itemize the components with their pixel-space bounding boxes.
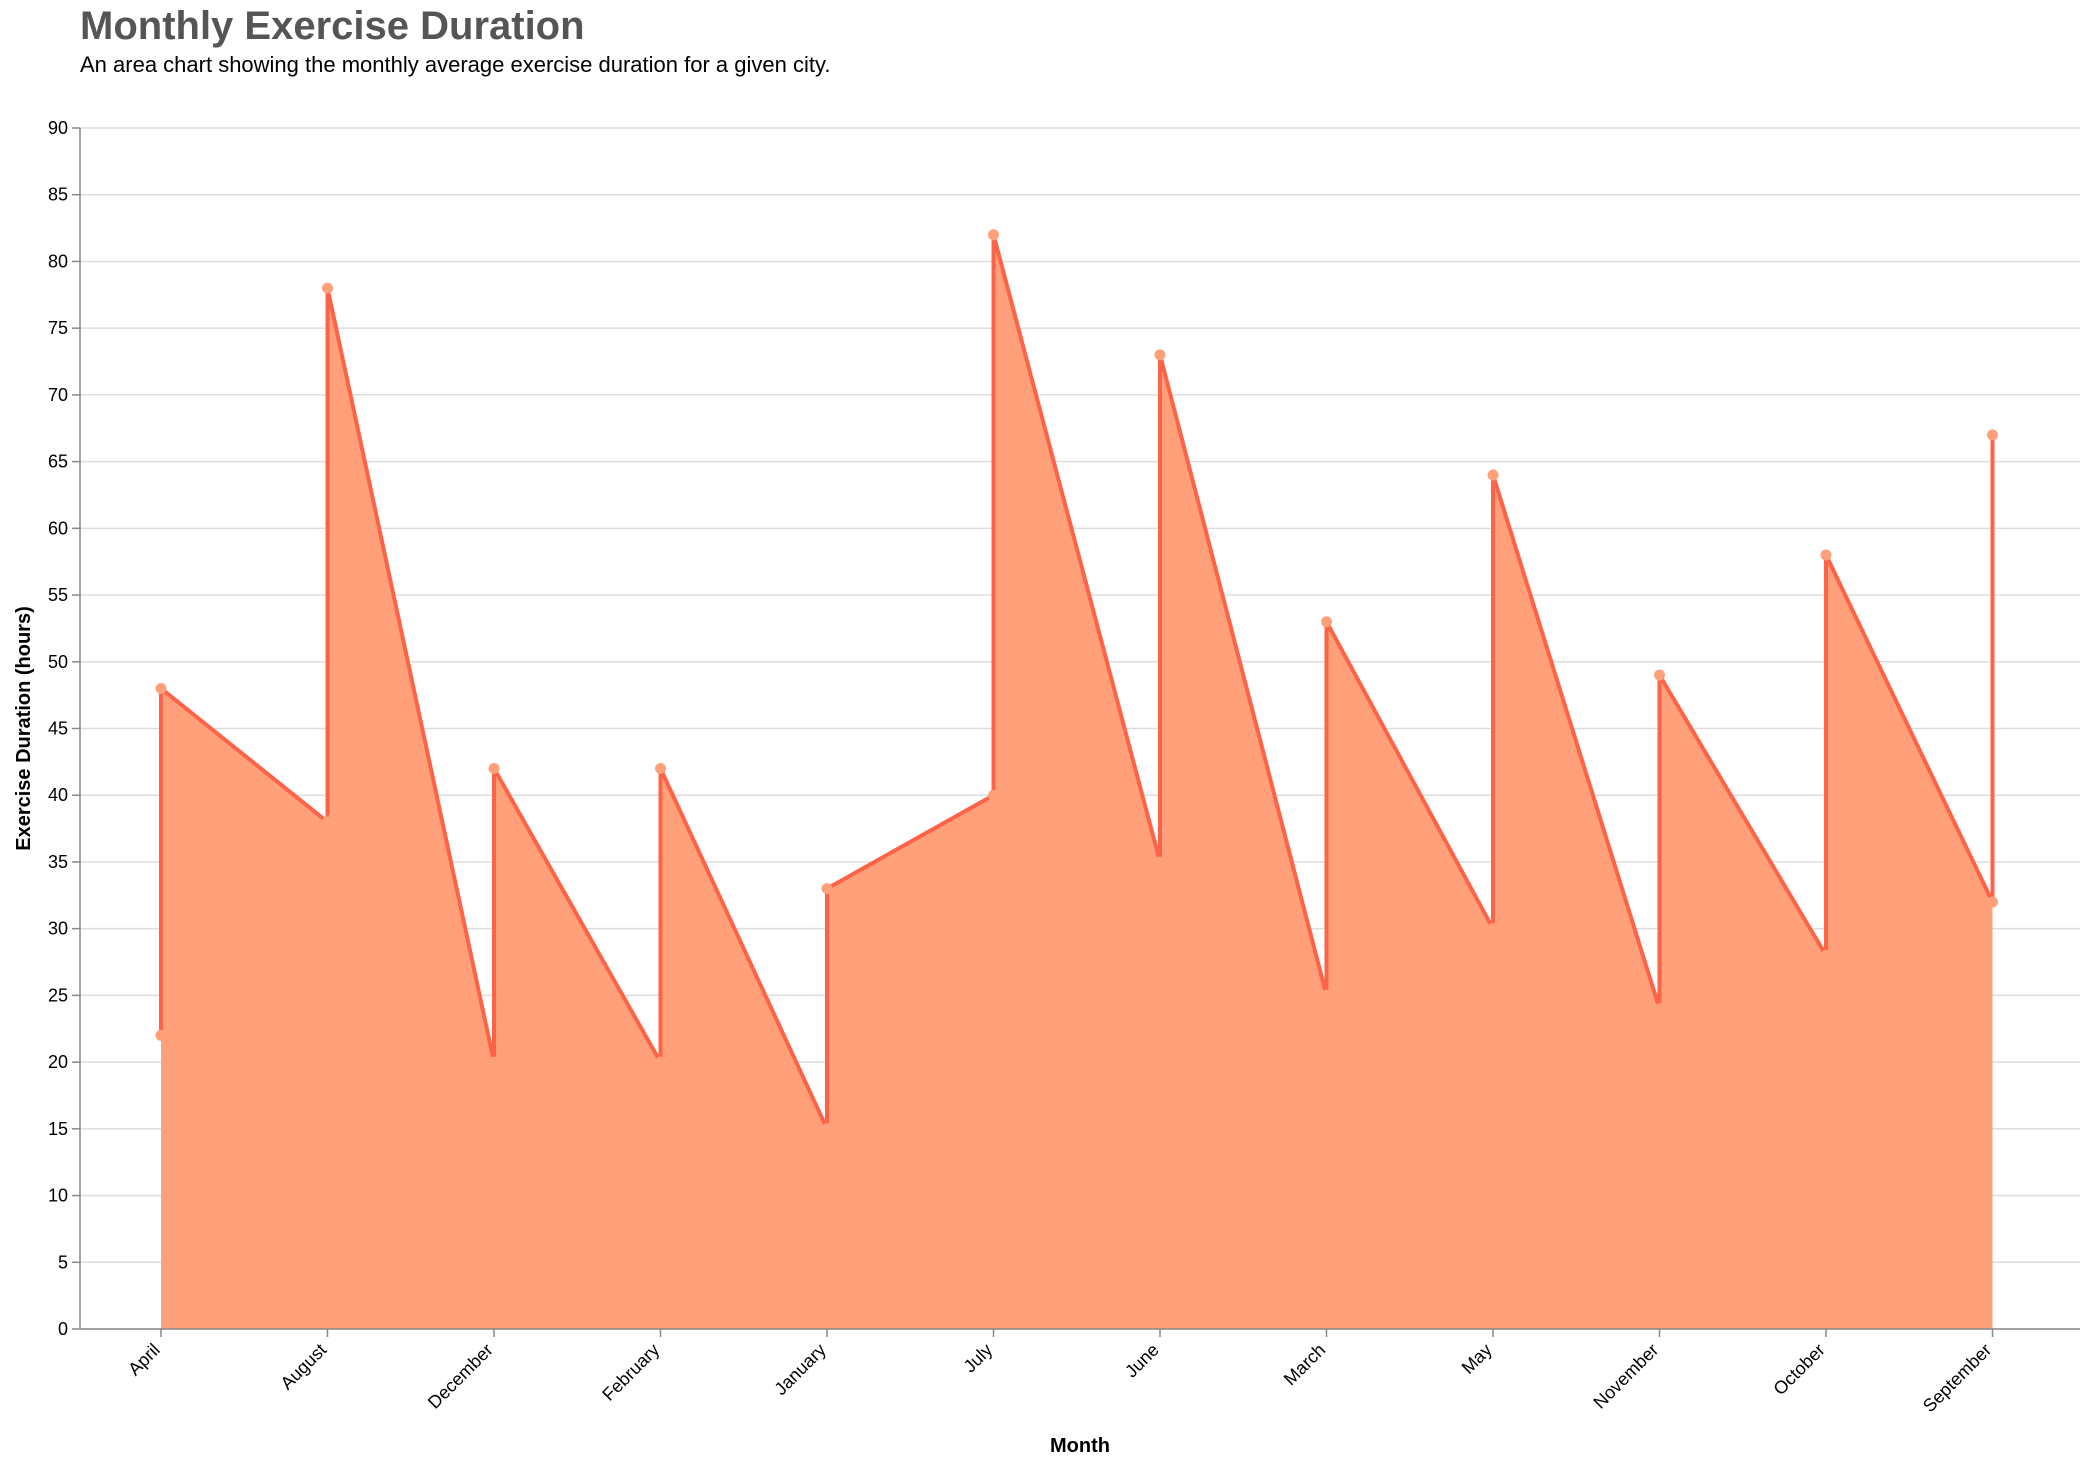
area-segment [993, 234, 1160, 1329]
y-tick-label: 60 [48, 518, 68, 538]
y-tick-label: 5 [58, 1252, 68, 1272]
data-point[interactable] [322, 282, 333, 294]
data-point[interactable] [1820, 549, 1832, 561]
x-axis-title: Month [1050, 1435, 1110, 1457]
y-tick-label: 0 [58, 1319, 68, 1339]
data-point[interactable] [488, 763, 500, 775]
data-point[interactable] [1154, 856, 1166, 868]
x-tick-label: December [424, 1340, 497, 1413]
y-tick-label: 50 [48, 652, 68, 672]
data-point[interactable] [821, 883, 833, 895]
y-tick-label: 80 [48, 251, 68, 271]
area-series [161, 234, 1993, 1330]
area-segment [1326, 621, 1493, 1329]
x-tick-label: November [1589, 1340, 1662, 1413]
y-tick-label: 70 [48, 385, 68, 405]
data-point[interactable] [988, 229, 999, 241]
area-segment [494, 768, 661, 1329]
data-point[interactable] [1820, 949, 1832, 961]
area-segment [660, 768, 827, 1329]
x-tick-label: June [1121, 1340, 1163, 1382]
y-tick-label: 90 [48, 118, 68, 138]
y-tick-label: 45 [48, 719, 68, 739]
x-tick-label: April [124, 1340, 164, 1380]
x-tick-label: July [960, 1340, 997, 1377]
area-segment [1659, 675, 1826, 1329]
data-points [155, 229, 1998, 1135]
x-tick-label: September [1919, 1340, 1995, 1416]
data-point[interactable] [1321, 989, 1332, 1001]
data-point[interactable] [155, 682, 167, 694]
area-segment [827, 795, 994, 1329]
data-point[interactable] [1654, 669, 1665, 681]
x-tick-label: February [598, 1340, 663, 1405]
area-segment [1826, 555, 1993, 1329]
y-tick-label: 85 [48, 185, 68, 205]
data-point[interactable] [1487, 923, 1499, 935]
y-tick-label: 65 [48, 452, 68, 472]
data-point[interactable] [1654, 1003, 1665, 1015]
data-point[interactable] [1987, 896, 1998, 908]
area-segment [1493, 474, 1660, 1329]
data-point[interactable] [655, 763, 666, 775]
data-point[interactable] [155, 1029, 167, 1041]
area-segment [161, 688, 328, 1329]
y-tick-label: 40 [48, 785, 68, 805]
y-axis-title: Exercise Duration (hours) [13, 606, 35, 851]
area-segment [327, 288, 494, 1330]
data-point[interactable] [655, 1056, 666, 1068]
series-line [159, 232, 1995, 1131]
chart-subtitle: An area chart showing the monthly averag… [80, 52, 831, 77]
y-tick-label: 15 [48, 1119, 68, 1139]
x-tick-label: October [1769, 1340, 1828, 1399]
y-tick-label: 25 [48, 985, 68, 1005]
line-series [159, 232, 1995, 1131]
y-tick-label: 75 [48, 318, 68, 338]
data-point[interactable] [1154, 349, 1166, 361]
data-point[interactable] [1321, 616, 1332, 628]
data-point[interactable] [1987, 429, 1998, 441]
data-point[interactable] [821, 1123, 833, 1135]
data-point[interactable] [322, 816, 333, 828]
chart-title: Monthly Exercise Duration [80, 4, 585, 48]
y-tick-label: 20 [48, 1052, 68, 1072]
x-tick-label: March [1280, 1340, 1330, 1390]
data-point[interactable] [488, 1056, 500, 1068]
y-tick-label: 55 [48, 585, 68, 605]
x-tick-label: August [277, 1340, 331, 1394]
data-point[interactable] [1487, 469, 1499, 481]
y-tick-label: 35 [48, 852, 68, 872]
x-tick-label: January [770, 1340, 829, 1399]
y-tick-label: 30 [48, 919, 68, 939]
y-tick-label: 10 [48, 1186, 68, 1206]
x-tick-label: May [1458, 1340, 1496, 1378]
data-point[interactable] [988, 789, 999, 801]
area-segment [1160, 354, 1327, 1329]
